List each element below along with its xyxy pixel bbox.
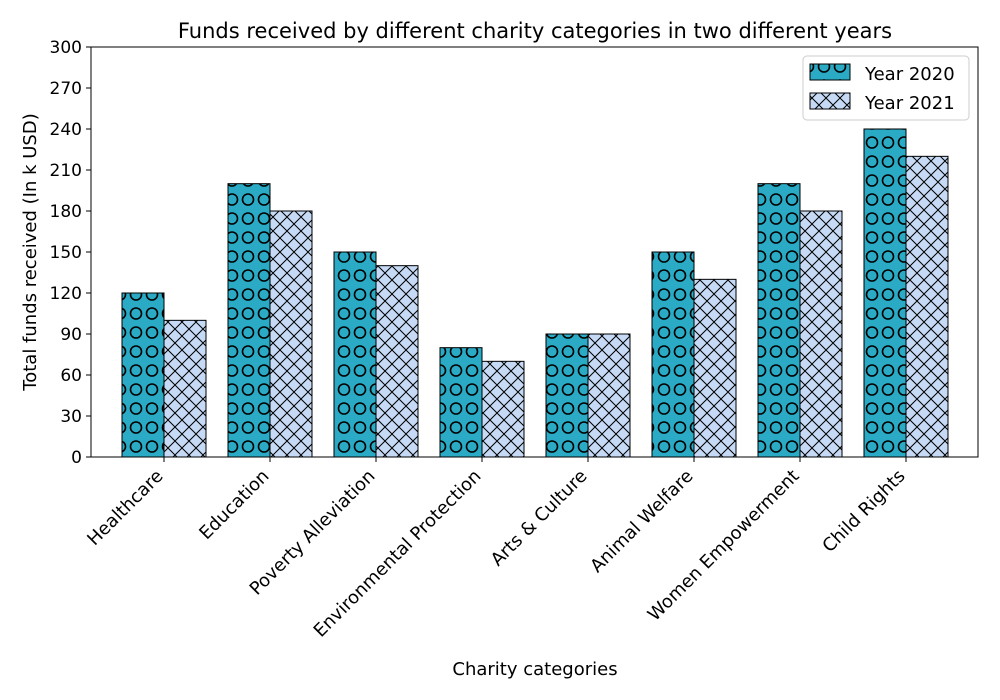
chart-title: Funds received by different charity cate… — [178, 19, 892, 43]
bars-group — [121, 128, 949, 458]
bar-2021-5 — [693, 278, 737, 458]
x-axis-label: Charity categories — [452, 659, 617, 680]
plot-frame — [90, 46, 979, 458]
y-tick-label: 300 — [50, 38, 82, 58]
x-tick-label: Animal Welfare — [586, 466, 697, 577]
y-axis: 0 30 60 90 120 150 180 210 240 270 300 — [50, 38, 91, 468]
bar-2021-1 — [269, 210, 313, 458]
y-tick-label: 120 — [50, 284, 82, 304]
y-tick-label: 150 — [50, 243, 82, 263]
bar-2021-4 — [587, 333, 631, 458]
bar-2020-1 — [227, 183, 271, 458]
x-tick-label: Child Rights — [818, 466, 909, 557]
x-tick-label: Arts & Culture — [487, 466, 592, 571]
bar-2020-0 — [121, 292, 165, 458]
legend-label-2021: Year 2021 — [864, 93, 955, 114]
y-tick-label: 180 — [50, 202, 82, 222]
bar-2021-7 — [905, 155, 949, 458]
legend-swatch-2021 — [809, 92, 851, 110]
legend-swatch-2020 — [809, 63, 851, 81]
legend-label-2020: Year 2020 — [864, 64, 955, 85]
y-tick-label: 60 — [60, 366, 82, 386]
plot-area: 0 30 60 90 120 150 180 210 240 270 300 Healthcare E… — [50, 38, 979, 642]
y-tick-label: 240 — [50, 120, 82, 140]
y-tick-label: 30 — [60, 407, 82, 427]
bar-2020-6 — [757, 183, 801, 458]
y-tick-label: 90 — [60, 325, 82, 345]
bar-2021-0 — [163, 319, 207, 458]
y-tick-label: 270 — [50, 79, 82, 99]
bar-2021-6 — [799, 210, 843, 458]
legend: Year 2020 Year 2021 — [802, 55, 970, 121]
y-tick-label: 0 — [71, 448, 82, 468]
bar-2020-3 — [439, 347, 483, 458]
bar-2020-2 — [333, 251, 377, 458]
x-tick-label: Healthcare — [83, 466, 167, 550]
y-axis-label: Total funds received (In k USD) — [20, 113, 41, 391]
x-tick-label: Environmental Protection — [310, 466, 486, 642]
x-tick-label: Education — [195, 466, 273, 544]
bar-2020-5 — [651, 251, 695, 458]
bar-2020-4 — [545, 333, 589, 458]
bar-2021-3 — [481, 360, 525, 458]
y-tick-label: 210 — [50, 161, 82, 181]
bar-2021-2 — [375, 265, 419, 458]
bar-2020-7 — [863, 128, 907, 458]
